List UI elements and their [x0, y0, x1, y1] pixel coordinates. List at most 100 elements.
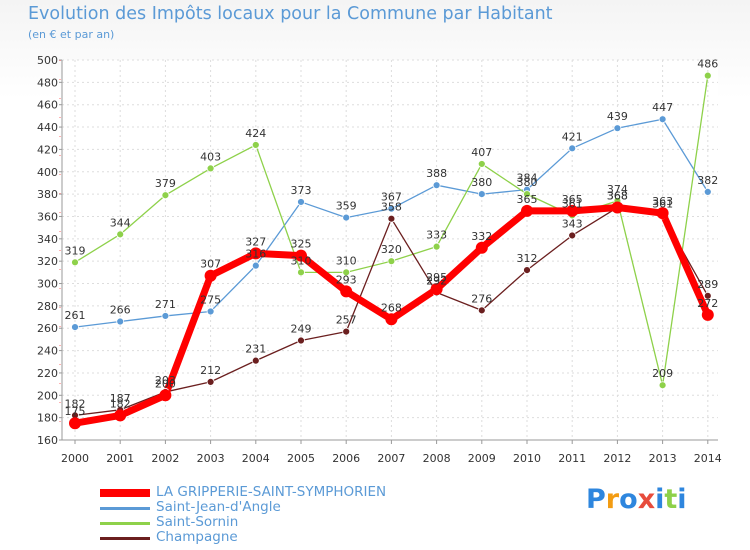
data-point — [477, 306, 486, 315]
data-point — [477, 160, 486, 168]
data-point — [432, 181, 441, 190]
chart-subtitle: (en € et par an) — [28, 28, 115, 41]
data-point — [703, 71, 712, 80]
data-point — [568, 231, 577, 240]
data-label: 374 — [607, 183, 628, 196]
data-point — [251, 356, 260, 365]
y-tick-label: 320 — [37, 255, 58, 268]
series-points — [69, 71, 714, 430]
data-label: 187 — [110, 392, 131, 405]
y-tick-label: 400 — [37, 166, 58, 179]
data-point — [342, 268, 351, 277]
data-label: 319 — [65, 244, 86, 257]
data-point — [613, 124, 622, 133]
data-label: 361 — [652, 197, 673, 210]
data-point — [297, 268, 305, 277]
data-point — [658, 381, 667, 390]
data-label: 275 — [200, 293, 221, 306]
data-label: 257 — [336, 314, 357, 327]
data-label: 266 — [110, 304, 131, 317]
data-label: 310 — [291, 254, 312, 267]
data-point — [432, 242, 441, 251]
x-tick-label: 2007 — [377, 452, 405, 465]
data-label: 358 — [381, 201, 402, 214]
y-tick-label: 300 — [37, 278, 58, 291]
x-tick-label: 2008 — [423, 452, 451, 465]
data-label: 373 — [291, 184, 312, 197]
data-label: 200 — [155, 377, 176, 390]
data-label: 368 — [607, 190, 628, 203]
data-point — [701, 308, 714, 321]
x-tick-label: 2005 — [287, 452, 315, 465]
data-point — [114, 409, 127, 422]
data-point — [206, 377, 215, 386]
legend-swatch — [100, 522, 150, 525]
data-label: 363 — [652, 195, 673, 208]
x-tick-label: 2012 — [603, 452, 631, 465]
y-tick-label: 440 — [37, 121, 58, 134]
data-point — [523, 266, 531, 275]
data-point — [249, 247, 262, 260]
x-tick-label: 2014 — [694, 452, 722, 465]
data-label: 316 — [245, 248, 266, 261]
y-tick-label: 500 — [37, 54, 58, 67]
data-point — [251, 141, 260, 149]
data-point — [297, 336, 305, 345]
brand-letter: r — [605, 484, 620, 515]
data-label: 380 — [517, 176, 538, 189]
y-tick-label: 240 — [37, 345, 58, 358]
data-label: 332 — [471, 230, 492, 243]
data-label: 307 — [200, 258, 221, 271]
y-tick-label: 360 — [37, 210, 58, 223]
data-point — [69, 417, 81, 430]
legend-label: Saint-Sornin — [156, 514, 239, 530]
brand-letter: t — [664, 484, 678, 515]
x-tick-label: 2011 — [558, 452, 586, 465]
data-label: 421 — [562, 130, 583, 143]
data-label: 293 — [336, 273, 357, 286]
data-label: 268 — [381, 301, 402, 314]
data-label: 312 — [517, 252, 538, 265]
data-label: 175 — [65, 405, 86, 418]
legend-swatch — [100, 537, 150, 540]
data-label: 486 — [697, 58, 718, 71]
data-point — [342, 327, 351, 336]
x-tick-label: 2013 — [649, 452, 677, 465]
data-label: 379 — [155, 177, 176, 190]
data-point — [387, 204, 396, 213]
data-point — [116, 230, 125, 239]
y-tick-label: 480 — [37, 76, 58, 89]
y-tick-label: 420 — [37, 143, 58, 156]
data-label: 276 — [471, 292, 492, 305]
data-point — [658, 115, 667, 124]
data-label: 249 — [291, 323, 312, 336]
data-label: 292 — [426, 274, 447, 287]
data-point — [297, 198, 305, 206]
data-point — [295, 249, 307, 262]
data-point — [71, 258, 79, 267]
data-point — [340, 285, 353, 298]
data-point — [568, 144, 577, 153]
data-label: 368 — [607, 190, 628, 203]
data-label: 310 — [336, 254, 357, 267]
x-tick-label: 2006 — [332, 452, 360, 465]
data-label: 212 — [200, 364, 221, 377]
data-label: 380 — [471, 176, 492, 189]
data-point — [206, 164, 215, 173]
data-point — [116, 317, 125, 326]
data-label: 361 — [562, 197, 583, 210]
data-point — [342, 213, 351, 222]
x-tick-label: 2010 — [513, 452, 541, 465]
data-label: 447 — [652, 101, 673, 114]
x-tick-label: 2002 — [151, 452, 179, 465]
y-tick-label: 380 — [37, 188, 58, 201]
data-label: 271 — [155, 298, 176, 311]
data-label: 384 — [517, 172, 538, 185]
data-label: 403 — [200, 150, 221, 163]
data-label: 343 — [562, 217, 583, 230]
x-tick-label: 2000 — [61, 452, 89, 465]
data-point — [161, 191, 170, 200]
data-label: 388 — [426, 167, 447, 180]
